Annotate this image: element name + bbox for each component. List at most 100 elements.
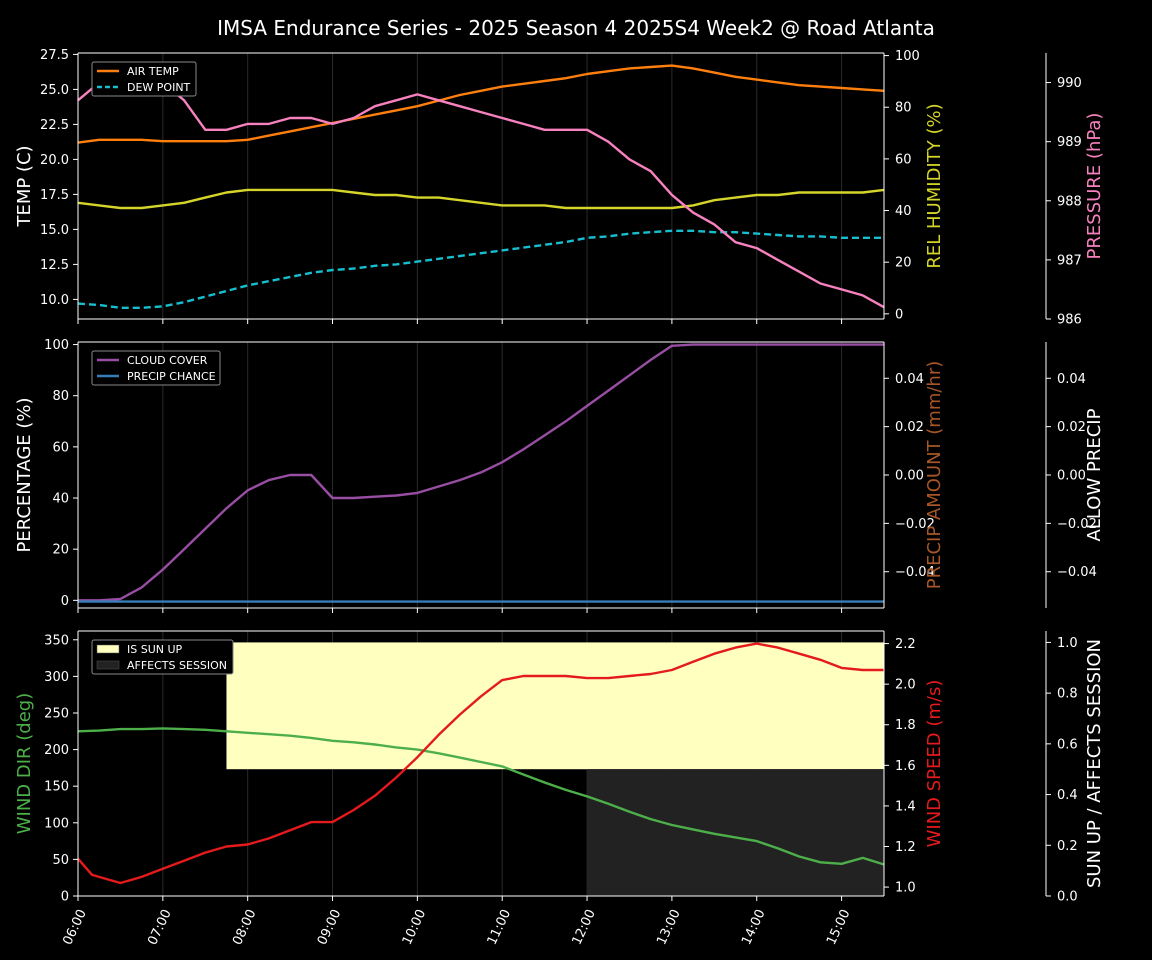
panel-temperature: 10.0 12.5 15.0 17.5 20.0 22.5 25.0 27.5 0 20 40 60 8… (14, 48, 1105, 328)
band-is-sun-up (226, 642, 884, 770)
tick-label-left-temperature-3: 17.5 (40, 188, 69, 203)
series-cloud-cover (78, 343, 884, 602)
series-air-temp (77, 64, 885, 144)
legend-label-wind-1: AFFECTS SESSION (127, 659, 227, 672)
chart-panels: 10.0 12.5 15.0 17.5 20.0 22.5 25.0 27.5 0 20 40 60 8… (14, 48, 1105, 948)
panel-precipitation: 0 20 40 60 80 100 −0.04 −0.02 0.00 0.02 0.04 −0.04 −… (14, 338, 1105, 613)
series-wind-speed (77, 642, 884, 885)
legend-label-temperature-0: AIR TEMP (127, 65, 179, 78)
axis-title-part: (mm/hr) (924, 361, 945, 435)
tick-label-left-temperature-0: 10.0 (40, 293, 69, 308)
axis-title-right1-wind: WIND SPEED (m/s) (924, 680, 945, 848)
tick-label-left-precipitation-0: 0 (61, 594, 69, 609)
tick-label-left-wind-1: 50 (52, 853, 69, 868)
tick-label-left-precipitation-3: 60 (52, 440, 69, 455)
tick-label-left-wind-7: 350 (44, 633, 69, 648)
axis-title-part: ALLOW PRECIP (1084, 408, 1105, 541)
legend-swatch-wind-1 (96, 660, 120, 670)
tick-label-left-temperature-6: 25.0 (40, 83, 69, 98)
axis-title-right2-temperature: PRESSURE (hPa) (1084, 113, 1105, 260)
band-affects-session (587, 769, 884, 896)
tick-label-right1-wind-1: 1.2 (895, 840, 916, 855)
axis-title-left-temperature: TEMP (C) (14, 145, 35, 227)
series-dew-point (77, 229, 884, 309)
axis-title-part: REL HUMIDITY (924, 135, 945, 269)
axis-title-left-wind: WIND DIR (deg) (14, 693, 35, 835)
axis-title-part: (hPa) (1084, 113, 1105, 160)
tick-label-right2-temperature-4: 990 (1057, 76, 1082, 91)
legend-label-temperature-1: DEW POINT (127, 81, 191, 94)
tick-label-right1-wind-6: 2.2 (895, 637, 916, 652)
tick-label-right2-temperature-3: 989 (1057, 135, 1082, 150)
axis-title-part: PRECIP AMOUNT (924, 435, 945, 590)
series-wind-dir (77, 727, 885, 866)
tick-label-right1-temperature-1: 20 (895, 256, 912, 271)
axis-title-part: WIND SPEED (924, 727, 945, 848)
tick-label-right2-wind-5: 1.0 (1057, 636, 1078, 651)
tick-label-right2-wind-3: 0.6 (1057, 737, 1078, 752)
tick-label-right1-temperature-0: 0 (895, 307, 903, 322)
tick-label-right1-wind-4: 1.8 (895, 718, 916, 733)
tick-label-left-temperature-7: 27.5 (40, 48, 69, 63)
tick-label-left-wind-4: 200 (44, 743, 69, 758)
legend-label-precipitation-1: PRECIP CHANCE (127, 370, 216, 383)
tick-label-right2-wind-4: 0.8 (1057, 687, 1078, 702)
axis-title-part: (%) (924, 103, 945, 134)
tick-label-right1-temperature-3: 60 (895, 152, 912, 167)
tick-label-right1-temperature-5: 100 (895, 49, 920, 64)
tick-label-left-wind-6: 300 (44, 670, 69, 685)
tick-label-left-temperature-4: 20.0 (40, 153, 69, 168)
legend-precipitation: CLOUD COVER PRECIP CHANCE (91, 350, 221, 386)
tick-label-right2-temperature-2: 988 (1057, 194, 1082, 209)
tick-label-left-temperature-1: 12.5 (40, 258, 69, 273)
tick-label-right2-precipitation-4: 0.04 (1057, 372, 1086, 387)
axis-title-right2-wind: SUN UP / AFFECTS SESSION (1084, 639, 1105, 888)
legend-label-wind-0: IS SUN UP (127, 643, 183, 656)
series-rel-humidity (77, 188, 885, 210)
tick-label-right1-precipitation-0: −0.04 (895, 565, 935, 580)
chart-title: IMSA Endurance Series - 2025 Season 4 20… (217, 16, 935, 40)
tick-label-right1-temperature-4: 80 (895, 101, 912, 116)
tick-label-left-wind-5: 250 (44, 706, 69, 721)
tick-label-right2-precipitation-1: −0.02 (1057, 517, 1097, 532)
legend-label-precipitation-0: CLOUD COVER (127, 354, 208, 367)
tick-label-right1-wind-3: 1.6 (895, 759, 916, 774)
axis-title-part: PRESSURE (1084, 159, 1105, 259)
tick-label-right1-precipitation-2: 0.00 (895, 469, 924, 484)
tick-label-right1-wind-0: 1.0 (895, 881, 916, 896)
tick-label-right1-wind-2: 1.4 (895, 799, 916, 814)
axis-title-part: SUN UP / AFFECTS SESSION (1084, 639, 1105, 888)
tick-label-right1-temperature-2: 40 (895, 204, 912, 219)
tick-label-right1-precipitation-4: 0.04 (895, 372, 924, 387)
tick-label-left-precipitation-2: 40 (52, 492, 69, 507)
tick-label-left-precipitation-4: 80 (52, 389, 69, 404)
series-pressure (77, 63, 885, 309)
legend-box-precipitation (91, 350, 221, 386)
tick-label-right1-precipitation-1: −0.02 (895, 517, 935, 532)
tick-label-left-temperature-2: 15.0 (40, 223, 69, 238)
axis-title-left-precipitation: PERCENTAGE (%) (14, 397, 35, 552)
tick-label-left-wind-2: 100 (44, 816, 69, 831)
tick-label-left-precipitation-1: 20 (52, 543, 69, 558)
axis-title-right1-precipitation: PRECIP AMOUNT (mm/hr) (924, 361, 945, 590)
tick-label-right2-wind-2: 0.4 (1057, 788, 1078, 803)
tick-label-right2-wind-1: 0.2 (1057, 839, 1078, 854)
tick-label-left-precipitation-5: 100 (44, 338, 69, 353)
tick-label-right2-temperature-0: 986 (1057, 313, 1082, 328)
tick-label-right1-wind-5: 2.0 (895, 678, 916, 693)
tick-label-right2-precipitation-0: −0.04 (1057, 565, 1097, 580)
axis-title-part: (m/s) (924, 680, 945, 727)
tick-label-right2-temperature-1: 987 (1057, 253, 1082, 268)
panel-wind: 0 50 100 150 200 250 300 350 1.0 1.2 1.4 1.6 1.8 2.0 2… (14, 630, 1105, 947)
tick-label-right2-precipitation-3: 0.02 (1057, 420, 1086, 435)
tick-label-right2-wind-0: 0.0 (1057, 890, 1078, 905)
tick-label-right2-precipitation-2: 0.00 (1057, 469, 1086, 484)
tick-label-right1-precipitation-3: 0.02 (895, 420, 924, 435)
legend-wind: IS SUN UP AFFECTS SESSION (91, 639, 234, 675)
tick-label-left-wind-3: 150 (44, 780, 69, 795)
legend-swatch-wind-0 (96, 644, 120, 654)
legend-box-wind (91, 639, 234, 675)
axis-title-right1-temperature: REL HUMIDITY (%) (924, 103, 945, 268)
legend-temperature: AIR TEMP DEW POINT (91, 61, 197, 97)
